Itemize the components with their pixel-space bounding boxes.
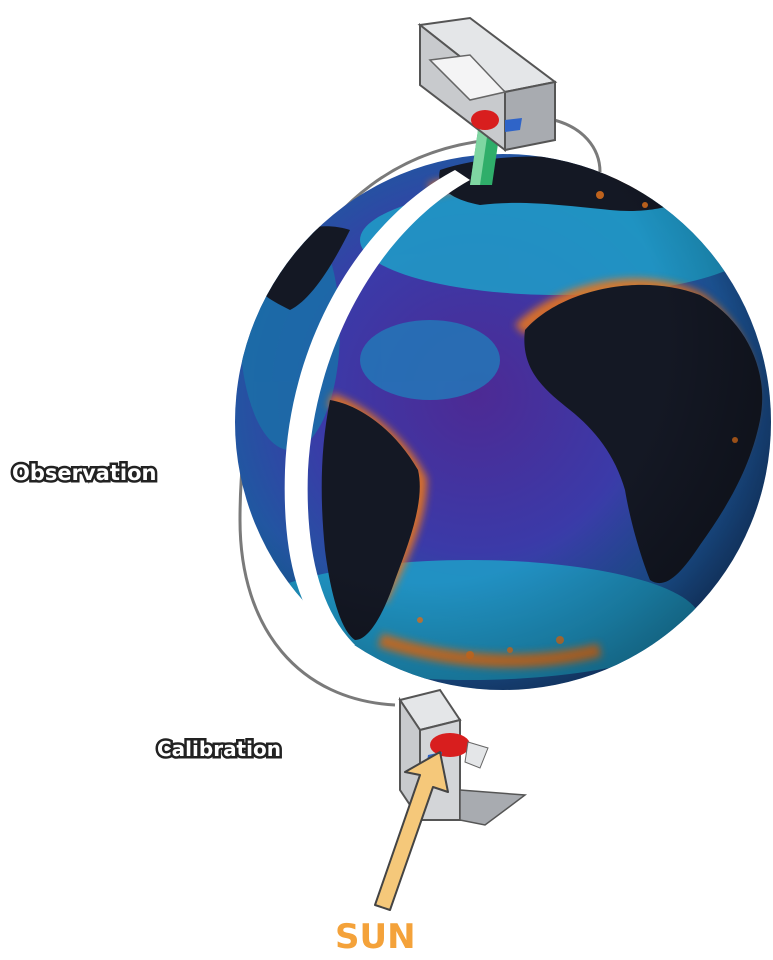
observation-label: Observation: [12, 461, 156, 485]
satellite-sensor-icon: [417, 16, 558, 185]
orbit-path-right: [544, 116, 602, 173]
calibration-label: Calibration: [157, 737, 281, 761]
sunlight-arrow-icon: [374, 751, 449, 911]
sun-label: SUN: [335, 917, 416, 957]
